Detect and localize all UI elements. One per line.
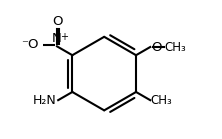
Text: N: N [52, 32, 62, 45]
Text: ⁻O: ⁻O [21, 38, 39, 51]
Text: CH₃: CH₃ [151, 94, 172, 107]
Text: O: O [151, 41, 161, 54]
Text: +: + [60, 32, 68, 42]
Text: O: O [52, 15, 62, 28]
Text: H₂N: H₂N [33, 94, 57, 107]
Text: CH₃: CH₃ [164, 41, 186, 54]
